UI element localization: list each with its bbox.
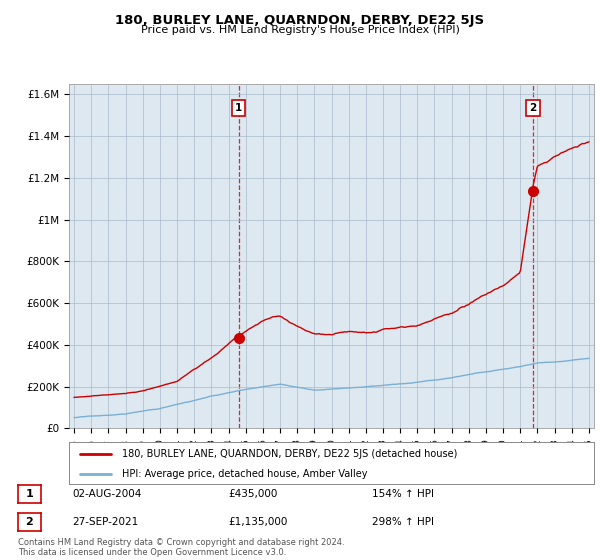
Text: 298% ↑ HPI: 298% ↑ HPI	[372, 517, 434, 527]
Text: 1: 1	[235, 103, 242, 113]
Text: 1: 1	[26, 489, 33, 499]
Text: HPI: Average price, detached house, Amber Valley: HPI: Average price, detached house, Ambe…	[121, 469, 367, 479]
Text: 180, BURLEY LANE, QUARNDON, DERBY, DE22 5JS (detached house): 180, BURLEY LANE, QUARNDON, DERBY, DE22 …	[121, 449, 457, 459]
Text: £1,135,000: £1,135,000	[228, 517, 287, 527]
Text: 2: 2	[26, 517, 33, 527]
Text: 2: 2	[529, 103, 537, 113]
Text: 02-AUG-2004: 02-AUG-2004	[72, 489, 142, 499]
Text: 27-SEP-2021: 27-SEP-2021	[72, 517, 138, 527]
Text: 154% ↑ HPI: 154% ↑ HPI	[372, 489, 434, 499]
Text: £435,000: £435,000	[228, 489, 277, 499]
Text: Price paid vs. HM Land Registry's House Price Index (HPI): Price paid vs. HM Land Registry's House …	[140, 25, 460, 35]
Text: 180, BURLEY LANE, QUARNDON, DERBY, DE22 5JS: 180, BURLEY LANE, QUARNDON, DERBY, DE22 …	[115, 14, 485, 27]
Text: Contains HM Land Registry data © Crown copyright and database right 2024.
This d: Contains HM Land Registry data © Crown c…	[18, 538, 344, 557]
